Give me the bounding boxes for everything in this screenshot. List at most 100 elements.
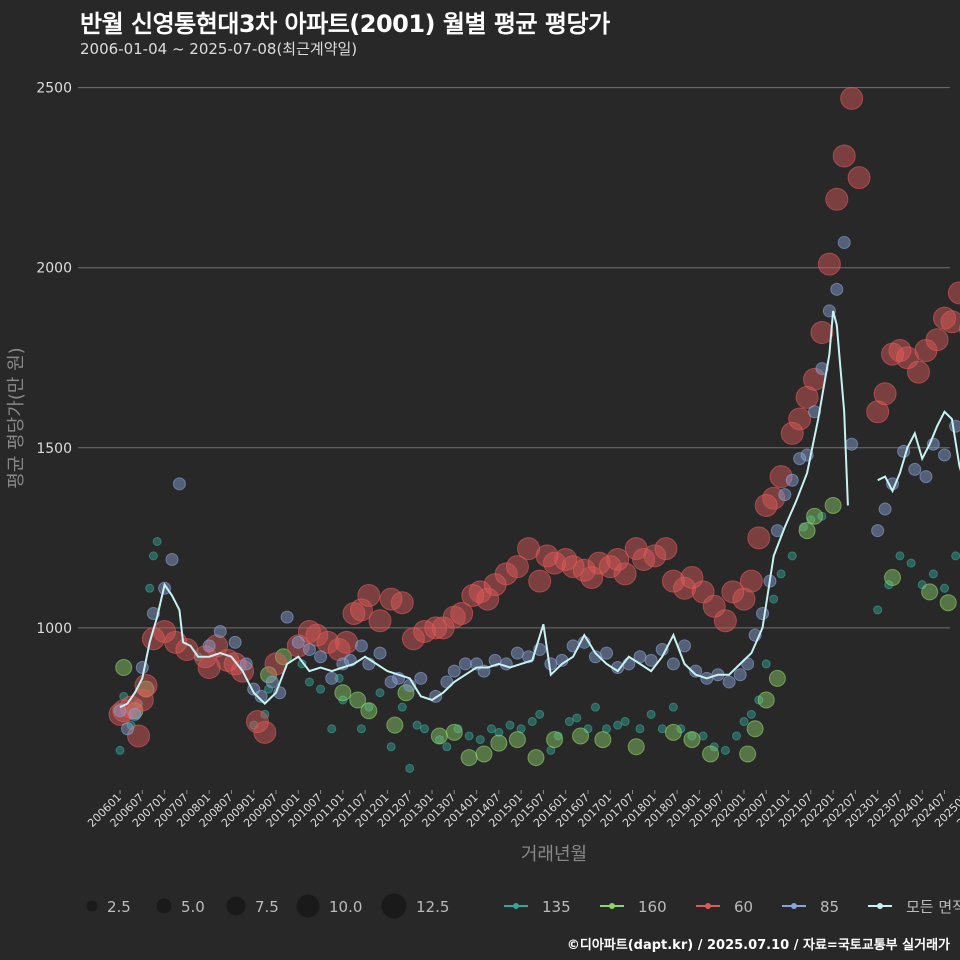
y-tick-label: 2000: [36, 261, 72, 277]
data-point: [739, 569, 763, 593]
data-point: [528, 569, 552, 593]
data-point: [949, 419, 960, 433]
data-point: [788, 407, 812, 431]
data-point: [951, 551, 960, 561]
data-point: [668, 702, 678, 712]
data-point: [881, 342, 905, 366]
data-point: [689, 664, 703, 678]
data-point: [316, 684, 326, 694]
data-point: [442, 605, 466, 629]
size-legend-marker: [381, 893, 407, 919]
data-point: [664, 723, 682, 741]
data-point: [785, 473, 799, 487]
data-point: [445, 723, 463, 741]
data-point: [635, 724, 645, 734]
data-point: [546, 731, 564, 749]
data-point: [830, 282, 844, 296]
series-legend-marker: [609, 903, 615, 909]
data-point: [357, 583, 381, 607]
data-point: [554, 547, 578, 571]
data-point: [757, 691, 775, 709]
data-point: [878, 502, 892, 516]
data-point: [494, 727, 504, 737]
data-point: [213, 625, 227, 639]
x-axis-title: 거래년월: [521, 844, 587, 865]
data-point: [390, 591, 414, 615]
data-point: [360, 702, 378, 720]
data-point: [401, 627, 425, 651]
data-point: [756, 607, 770, 621]
data-point: [919, 470, 933, 484]
data-point: [643, 544, 667, 568]
data-point: [327, 638, 351, 662]
data-point: [572, 727, 590, 745]
chart-subtitle: 2006-01-04 ~ 2025-07-08(최근계약일): [80, 40, 358, 58]
data-point: [254, 689, 268, 703]
data-point: [925, 328, 949, 352]
data-point: [939, 594, 957, 612]
data-point: [475, 745, 493, 763]
data-point: [837, 235, 851, 249]
data-point: [397, 684, 415, 702]
data-point: [314, 650, 328, 664]
data-point: [754, 493, 778, 517]
data-point: [722, 675, 736, 689]
data-point: [746, 720, 764, 738]
data-point: [845, 437, 859, 451]
data-point: [304, 677, 314, 687]
data-point: [386, 742, 396, 752]
data-point: [847, 166, 871, 190]
data-point: [720, 745, 730, 755]
data-point: [405, 763, 415, 773]
data-point: [733, 668, 747, 682]
data-point: [620, 717, 630, 727]
data-point: [832, 144, 856, 168]
size-legend-label: 7.5: [255, 898, 279, 916]
data-point: [148, 551, 158, 561]
data-point: [145, 583, 155, 593]
data-point: [654, 537, 678, 561]
data-point: [165, 552, 179, 566]
series-legend-marker: [513, 903, 519, 909]
data-point: [613, 562, 637, 586]
data-point: [572, 558, 596, 582]
data-point: [115, 659, 133, 677]
chart-title: 반월 신영통현대3차 아파트(2001) 월별 평균 평당가: [80, 10, 610, 38]
data-point: [517, 537, 541, 561]
data-point: [938, 448, 952, 462]
series-legend-label: 160: [638, 898, 667, 916]
data-point: [598, 555, 622, 579]
data-point: [768, 669, 786, 687]
data-point: [468, 580, 492, 604]
data-point: [780, 421, 804, 445]
series-legend-marker: [877, 903, 883, 909]
data-point: [761, 659, 771, 669]
data-point: [316, 630, 340, 654]
data-point: [397, 702, 407, 712]
data-point: [354, 639, 368, 653]
data-point: [808, 405, 822, 419]
data-point: [739, 717, 749, 727]
data-point: [135, 661, 149, 675]
data-point: [113, 704, 127, 718]
data-point: [769, 594, 779, 604]
data-point: [702, 745, 720, 763]
data-point: [128, 707, 142, 721]
data-point: [115, 745, 125, 755]
data-point: [895, 551, 905, 561]
size-legend-label: 10.0: [329, 898, 362, 916]
data-point: [678, 639, 692, 653]
data-point: [594, 731, 612, 749]
data-point: [627, 738, 645, 756]
data-point: [510, 646, 524, 660]
data-point: [458, 657, 472, 671]
data-point: [535, 709, 545, 719]
data-point: [564, 717, 574, 727]
data-point: [265, 675, 279, 689]
data-point: [907, 360, 931, 384]
data-point: [778, 488, 792, 502]
series-legend-marker: [791, 903, 797, 909]
size-legend-marker: [296, 894, 320, 918]
data-point: [888, 339, 912, 363]
data-point: [928, 569, 938, 579]
